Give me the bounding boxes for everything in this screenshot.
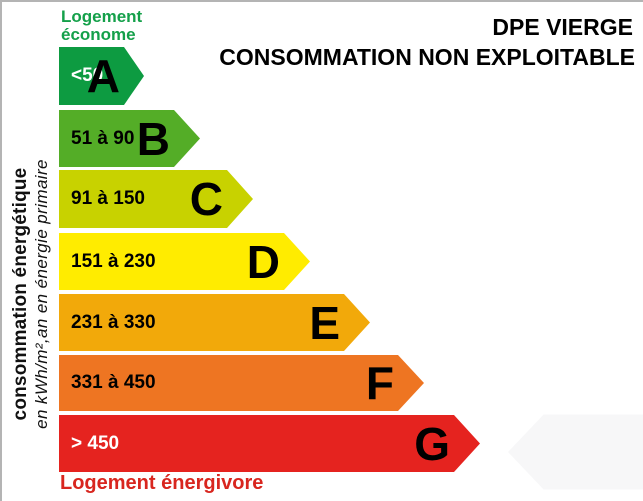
bar-range-label: > 450 [71,432,120,454]
bar-range-label: 51 à 90 [71,127,135,149]
y-axis-label-unit: en kWh/m²,an en énergie primaire [32,159,51,429]
y-axis-label-main: consommation énergétique [10,167,31,421]
bar-grade-letter: B [136,112,170,165]
dpe-bar-D: 151 à 230 D [59,233,310,290]
legend-logement-energivore: Logement énergivore [60,472,264,494]
ghost-arrow [508,414,643,490]
dpe-bar-A: <50 A [59,47,144,105]
bar-range-label: 231 à 330 [71,311,156,333]
legend-logement-econome: Logement économe [61,7,143,44]
page-subtitle: CONSOMMATION NON EXPLOITABLE [219,44,635,70]
bar-grade-letter: F [365,357,394,409]
bar-range-label: 91 à 150 [71,188,145,209]
y-axis-label: consommation énergétique en kWh/m²,an en… [9,106,53,482]
bar-range-label: 151 à 230 [71,250,156,272]
dpe-bar-C: 91 à 150 C [59,170,253,228]
dpe-bar-B: 51 à 90 B [59,110,200,167]
bar-range-label: <50 [71,65,104,86]
bar-grade-letter: G [414,417,450,470]
bar-grade-letter: E [309,296,340,349]
page-title: DPE VIERGE [492,14,633,40]
dpe-bar-F: 331 à 450 F [59,355,424,411]
bar-grade-letter: A [86,50,120,102]
bar-grade-letter: D [246,235,280,288]
dpe-bar-G: > 450 G [59,415,480,472]
bar-grade-letter: C [189,173,223,225]
dpe-bar-E: 231 à 330 E [59,294,370,351]
bar-range-label: 331 à 450 [71,372,156,393]
